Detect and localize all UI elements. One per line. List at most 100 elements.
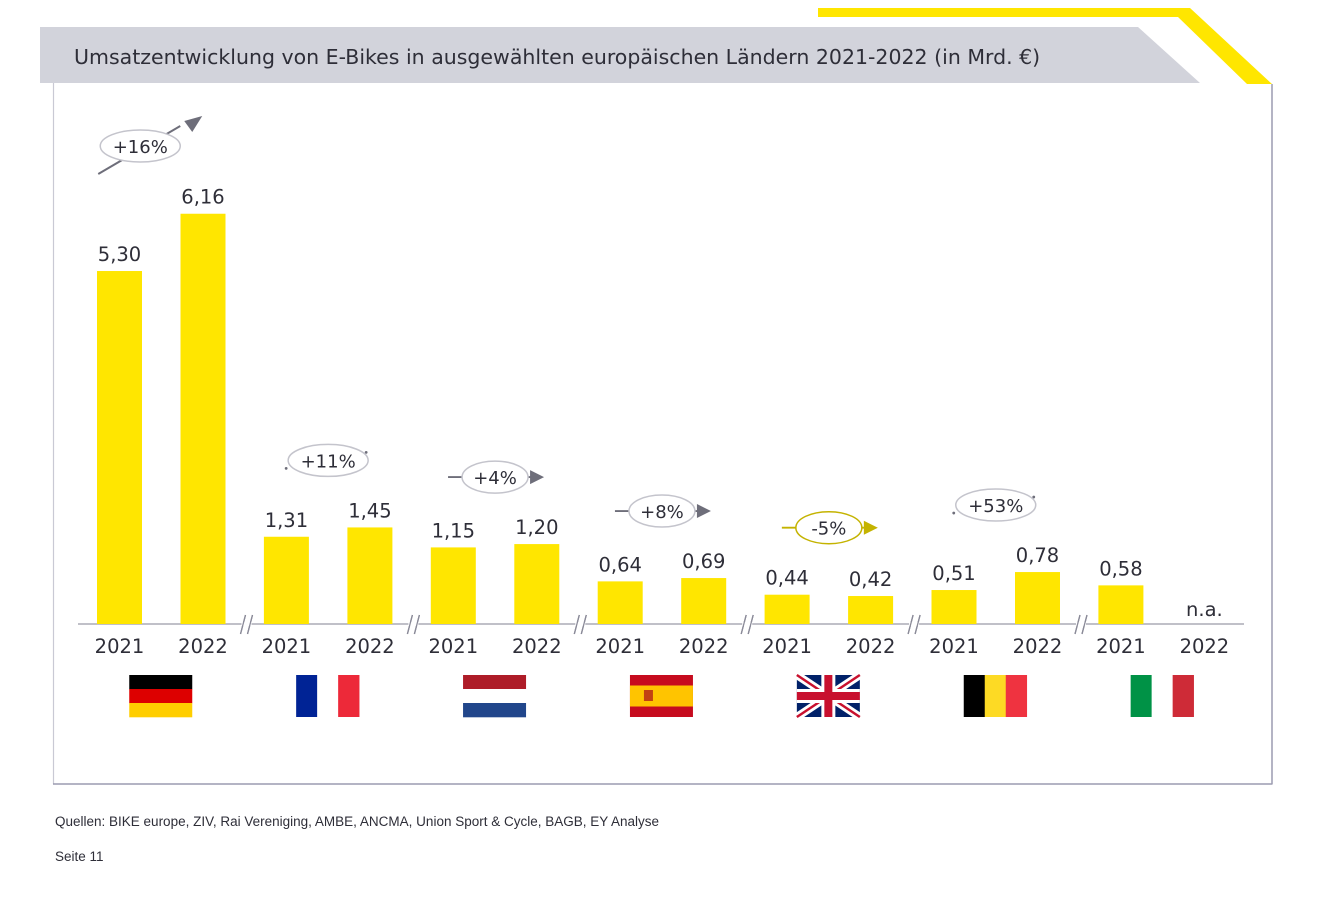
data-label: 0,44: [765, 567, 808, 590]
country-flags: [129, 671, 1194, 721]
flag-germany-stripe: [129, 675, 193, 690]
flag-netherlands-stripe: [463, 689, 527, 704]
trend-arrow-tail: [952, 511, 956, 515]
data-label: 0,69: [682, 550, 725, 573]
axis-break-gap: [1076, 622, 1086, 626]
flag-germany-stripe: [129, 689, 193, 704]
bars-layer: [97, 213, 1144, 624]
change-badge-label: +11%: [301, 451, 356, 472]
x-tick-label: 2022: [345, 635, 395, 658]
flag-spain: [629, 675, 693, 717]
bar: [347, 527, 393, 624]
change-badge-outline: [461, 460, 529, 494]
axis-break-mark: [740, 614, 747, 635]
trend-arrow-head-icon: [863, 520, 878, 535]
trend-arrow-tail: [284, 467, 288, 470]
bar: [180, 213, 226, 624]
x-tick-label: 2022: [1180, 635, 1230, 658]
flag-belgium-stripe: [984, 675, 1007, 717]
bar: [764, 594, 810, 624]
bar: [1098, 585, 1144, 624]
axis-break-gap: [241, 622, 252, 626]
page-number: Seite 11: [55, 849, 104, 864]
flag-germany: [129, 675, 193, 718]
trend-arrow-head-icon: [696, 504, 711, 519]
flag-netherlands-stripe: [463, 703, 527, 718]
axis-break-mark: [747, 614, 754, 635]
axis-break-gap: [909, 622, 920, 626]
flag-spain-yellow: [629, 685, 693, 707]
change-badge-label: +16%: [113, 137, 168, 158]
x-tick-label: 2021: [262, 635, 312, 658]
data-label: 1,20: [515, 516, 558, 539]
data-label: 0,58: [1099, 557, 1142, 580]
x-tick-label: 2022: [679, 635, 729, 658]
trend-arrow-head-icon: [530, 470, 545, 485]
flag-belgium-stripe: [1005, 675, 1028, 717]
axis-breaks: [239, 614, 1088, 635]
change-badge-label: +4%: [473, 468, 517, 489]
axis-break-gap: [408, 622, 419, 626]
bar: [931, 590, 977, 624]
data-label: 6,16: [181, 186, 224, 209]
data-label: 0,51: [932, 562, 975, 585]
axis-break-mark: [1081, 614, 1088, 635]
x-tick-label: 2021: [95, 635, 145, 658]
flag-italy-stripe: [1151, 675, 1173, 717]
x-tick-label: 2021: [595, 635, 645, 658]
labels-layer: 5,30 2021 6,16 2022 1,31 2021 1,45 2022 1,15 2021…: [95, 186, 1230, 658]
data-label: n.a.: [1186, 598, 1223, 621]
change-badge-outline: [795, 510, 863, 545]
axis-break-gap: [575, 622, 586, 626]
bar: [263, 536, 309, 624]
change-badge-label: -5%: [811, 519, 846, 540]
data-label: 0,42: [849, 568, 892, 591]
axis-break-mark: [413, 614, 421, 635]
flag-netherlands-stripe: [463, 675, 527, 690]
bar: [97, 271, 142, 624]
flag-spain-coat-of-arms-icon: [643, 690, 653, 701]
data-label: 1,31: [265, 509, 308, 532]
flag-italy: [1130, 675, 1194, 717]
axis-break-mark: [914, 614, 921, 635]
bar: [514, 544, 560, 624]
flag-italy-stripe: [1172, 675, 1194, 717]
flag-netherlands: [463, 675, 527, 718]
title-band: [40, 27, 1200, 83]
axis-break-mark: [246, 614, 254, 635]
change-badges: +16% +11% +4% +8% -5% +53%: [97, 116, 1037, 545]
change-badge-outline: [99, 129, 181, 163]
bar: [597, 581, 643, 624]
accent-stripe: [818, 8, 1272, 84]
x-tick-label: 2021: [762, 635, 812, 658]
flag-uk: [794, 671, 863, 721]
x-tick-label: 2022: [846, 635, 896, 658]
data-label: 0,78: [1016, 544, 1059, 567]
flag-belgium: [963, 675, 1028, 717]
axis-break-mark: [580, 614, 587, 635]
axis-break-mark: [573, 614, 580, 635]
change-badge-outline: [287, 443, 369, 478]
flag-france-stripe: [338, 675, 360, 717]
axis-break-mark: [406, 614, 414, 635]
x-tick-label: 2021: [428, 635, 478, 658]
x-tick-label: 2021: [929, 635, 979, 658]
axis-break-mark: [907, 614, 914, 635]
chart-title: Umsatzentwicklung von E-Bikes in ausgewä…: [74, 45, 1040, 69]
trend-arrow-head-icon: [184, 116, 203, 132]
data-label: 1,15: [432, 519, 475, 542]
flag-germany-stripe: [129, 703, 193, 718]
change-badge-label: +53%: [968, 496, 1023, 517]
flag-france-stripe: [296, 675, 318, 717]
change-badge-label: +8%: [640, 502, 684, 523]
flag-italy-stripe: [1130, 675, 1152, 717]
trend-arrow-tail: [364, 451, 368, 454]
flag-uk-cross-red: [824, 675, 833, 717]
bar: [848, 596, 894, 624]
change-badge-outline: [955, 488, 1037, 522]
bar: [430, 547, 476, 624]
data-label: 1,45: [348, 499, 391, 522]
x-tick-label: 2022: [178, 635, 228, 658]
x-tick-label: 2022: [512, 635, 562, 658]
